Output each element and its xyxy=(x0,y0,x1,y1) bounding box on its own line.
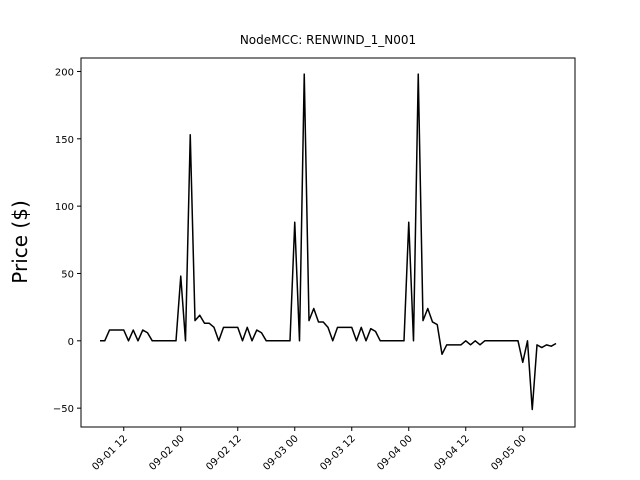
x-tick-label: 09-02 00 xyxy=(147,433,187,473)
y-tick-label: 0 xyxy=(68,337,74,348)
y-tick-label: −50 xyxy=(53,404,74,415)
x-tick-label: 09-03 00 xyxy=(261,433,301,473)
y-tick-label: 50 xyxy=(61,269,74,280)
x-tick-label: 09-03 12 xyxy=(318,433,358,473)
y-tick-label: 200 xyxy=(55,67,74,78)
x-tick-label: 09-05 00 xyxy=(489,433,529,473)
price-line xyxy=(100,73,557,411)
x-tick-label: 09-01 12 xyxy=(90,433,130,473)
y-tick-label: 150 xyxy=(55,135,74,146)
y-axis-label: Price ($) xyxy=(8,200,32,283)
chart-title: NodeMCC: RENWIND_1_N001 xyxy=(240,33,416,47)
y-tick-label: 100 xyxy=(55,202,74,213)
x-tick-label: 09-04 00 xyxy=(375,433,415,473)
x-tick-label: 09-04 12 xyxy=(432,433,472,473)
plot-frame xyxy=(80,57,576,428)
x-tick-label: 09-02 12 xyxy=(204,433,244,473)
